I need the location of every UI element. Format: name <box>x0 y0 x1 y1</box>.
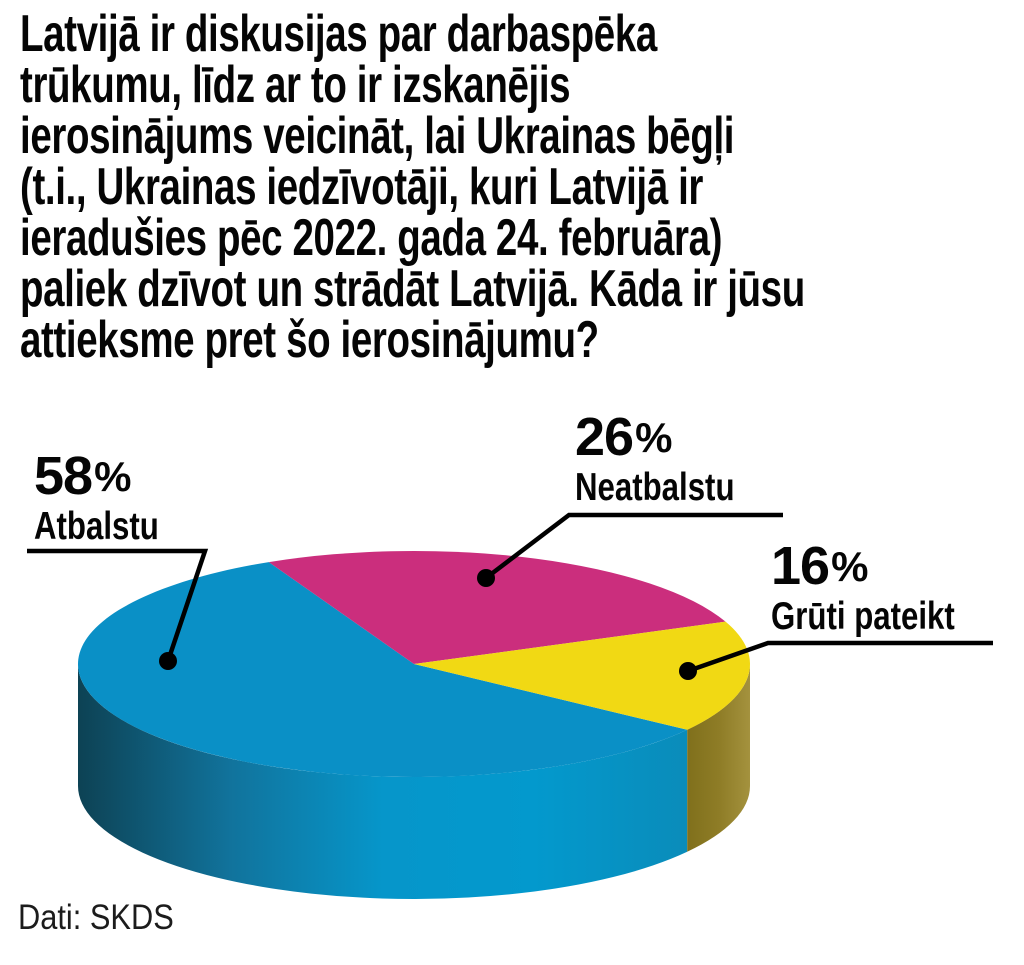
callout-value-line: 58% <box>34 449 190 503</box>
leader-line-atbalstu <box>27 548 209 662</box>
title-line: ierosinājums veicināt, lai Ukrainas bēgļ… <box>20 107 735 165</box>
callout-label: Atbalstu <box>34 505 159 548</box>
callout-gruti-pateikt: 16% Grūti pateikt <box>771 539 1001 638</box>
title-line: attieksme pret šo ierosinājumu? <box>20 311 599 369</box>
pie-slice-Grūti pateikt <box>414 621 750 730</box>
leader-line-gruti-pateikt <box>687 640 993 674</box>
callout-atbalstu: 58% Atbalstu <box>34 449 190 548</box>
chart-title: Latvijā ir diskusijas par darbaspēka trū… <box>20 5 805 369</box>
percent-sign: % <box>94 453 132 500</box>
title-line: ieradušies pēc 2022. gada 24. februāra) <box>20 209 723 267</box>
callout-value: 58 <box>34 446 93 506</box>
leader-lines <box>27 512 993 674</box>
title-line: paliek dzīvot un strādāt Latvijā. Kāda i… <box>20 260 805 318</box>
callout-value: 16 <box>771 536 830 596</box>
percent-sign: % <box>635 414 673 461</box>
callout-label: Grūti pateikt <box>771 595 955 638</box>
data-source: Dati: SKDS <box>18 898 174 937</box>
title-line: (t.i., Ukrainas iedzīvotāji, kuri Latvij… <box>20 158 703 216</box>
title-line: trūkumu, līdz ar to ir izskanējis <box>20 56 571 114</box>
callout-value-line: 16% <box>771 539 1001 593</box>
pie-3d <box>77 551 750 899</box>
callout-value-line: 26% <box>575 410 774 464</box>
leader-line-neatbalstu <box>484 512 783 580</box>
pie-side-Atbalstu <box>78 664 688 899</box>
pie-slice-Neatbalstu <box>268 551 726 664</box>
title-line: Latvijā ir diskusijas par darbaspēka <box>20 5 657 63</box>
pie-slice-Atbalstu <box>77 562 688 777</box>
leader-dot <box>679 662 697 680</box>
callout-value: 26 <box>575 407 634 467</box>
callout-neatbalstu: 26% Neatbalstu <box>575 410 774 509</box>
pie-side-Grūti pateikt <box>687 664 750 852</box>
callout-label: Neatbalstu <box>575 466 735 509</box>
leader-dot <box>477 569 495 587</box>
leader-dots <box>159 569 697 680</box>
leader-dot <box>159 652 177 670</box>
percent-sign: % <box>831 543 869 590</box>
